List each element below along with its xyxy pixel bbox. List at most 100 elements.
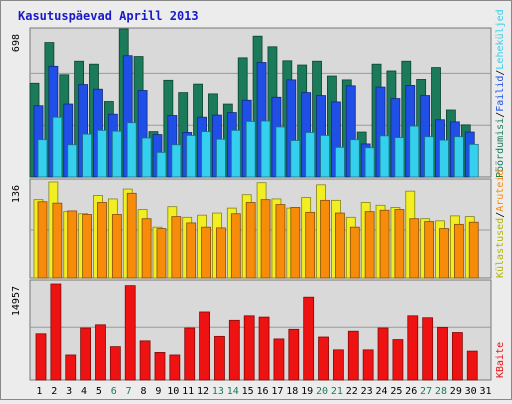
middle-bar-aruteid-day-15: [245, 202, 256, 279]
x-tick-label-day-10: 10: [167, 386, 179, 397]
middle-bar-aruteid-day-16: [260, 199, 271, 279]
x-tick-label-day-3: 3: [66, 386, 72, 397]
x-tick-label-day-15: 15: [242, 386, 254, 397]
x-tick-label-day-4: 4: [81, 386, 87, 397]
top-legend-entry-3: /: [495, 70, 506, 76]
bottom-bar-kbaite-day-15: [243, 315, 255, 381]
x-tick-label-day-14: 14: [227, 386, 239, 397]
top-bar-lehekljed-day-29: [453, 136, 464, 178]
middle-bar-aruteid-day-29: [453, 223, 464, 279]
middle-bar-aruteid-day-2: [52, 202, 63, 279]
top-bar-lehekljed-day-7: [126, 122, 137, 178]
middle-bar-aruteid-day-28: [439, 228, 449, 279]
bottom-bar-kbaite-day-10: [169, 354, 181, 381]
bottom-bar-kbaite-day-8: [139, 340, 151, 381]
top-legend-entry-4: Leheküljed: [495, 9, 506, 69]
x-tick-label-day-30: 30: [465, 386, 477, 397]
x-tick-label-day-9: 9: [155, 386, 161, 397]
top-bar-lehekljed-day-23: [364, 147, 375, 178]
x-tick-label-day-23: 23: [361, 386, 373, 397]
middle-y-max-label: 136: [11, 185, 22, 203]
bottom-bar-kbaite-day-19: [303, 296, 315, 381]
bottom-bar-kbaite-day-26: [407, 315, 419, 381]
top-bar-lehekljed-day-15: [245, 121, 256, 178]
top-bar-lehekljed-day-2: [52, 116, 63, 178]
top-y-max-label: 698: [11, 34, 22, 52]
bottom-bar-kbaite-day-12: [199, 311, 210, 381]
top-bar-lehekljed-day-27: [424, 136, 435, 178]
top-bar-lehekljed-day-20: [320, 135, 330, 178]
middle-bar-aruteid-day-26: [409, 218, 420, 279]
x-tick-label-day-11: 11: [182, 386, 194, 397]
x-tick-label-day-29: 29: [450, 386, 462, 397]
bottom-y-max-label: 14957: [11, 286, 22, 316]
middle-bar-aruteid-day-20: [320, 199, 330, 279]
top-bar-lehekljed-day-24: [379, 135, 390, 178]
middle-legend-entry-0: Külastused: [495, 218, 506, 278]
x-tick-label-day-31: 31: [480, 386, 492, 397]
bottom-bar-kbaite-day-16: [258, 316, 270, 381]
bottom-bar-kbaite-day-3: [65, 354, 77, 381]
middle-bar-aruteid-day-13: [216, 227, 226, 279]
x-tick-label-day-7: 7: [126, 386, 132, 397]
bottom-bar-kbaite-day-7: [124, 285, 136, 381]
x-tick-label-day-2: 2: [51, 386, 57, 397]
top-bar-lehekljed-day-30: [468, 143, 479, 178]
bottom-bar-kbaite-day-11: [184, 327, 196, 381]
x-tick-label-day-27: 27: [420, 386, 432, 397]
top-bar-lehekljed-day-8: [141, 137, 152, 178]
middle-bar-aruteid-day-17: [275, 204, 286, 279]
middle-bar-aruteid-day-3: [67, 210, 78, 279]
top-bar-lehekljed-day-12: [201, 131, 211, 178]
middle-right-legend: Külastused/Aruteid: [495, 170, 506, 278]
bottom-bar-kbaite-day-24: [377, 327, 389, 381]
top-legend-entry-0: Pöördumisi: [495, 118, 506, 178]
x-tick-label-day-22: 22: [346, 386, 358, 397]
top-bar-lehekljed-day-16: [260, 120, 271, 178]
top-bar-lehekljed-day-5: [97, 129, 107, 178]
x-tick-label-day-26: 26: [405, 386, 417, 397]
x-tick-label-day-18: 18: [286, 386, 298, 397]
bottom-bar-kbaite-day-4: [80, 327, 92, 381]
top-bar-lehekljed-day-19: [305, 132, 316, 178]
middle-bar-aruteid-day-25: [394, 209, 405, 279]
top-bar-lehekljed-day-10: [171, 144, 182, 178]
x-tick-label-day-1: 1: [36, 386, 42, 397]
top-bar-lehekljed-day-1: [37, 139, 48, 178]
x-axis-labels: 1 2 3 4 5 6 7 8 9 10 11 12 13 14 15 16 17 18 19 20 21 22 23 24 2…: [36, 386, 491, 397]
middle-bar-aruteid-day-24: [379, 209, 390, 279]
top-bar-lehekljed-day-28: [439, 139, 449, 178]
top-bar-lehekljed-day-4: [82, 133, 93, 178]
middle-bar-aruteid-day-4: [82, 214, 93, 279]
chart-title: Kasutuspäevad Aprill 2013: [18, 9, 199, 23]
middle-panel: 136: [11, 178, 492, 279]
middle-bar-aruteid-day-11: [186, 222, 197, 279]
x-tick-label-day-13: 13: [212, 386, 224, 397]
top-panel: 698: [11, 27, 492, 178]
bottom-bar-kbaite-day-23: [362, 349, 374, 381]
bottom-panel: 14957: [11, 279, 492, 381]
middle-bar-aruteid-day-21: [335, 212, 345, 279]
x-tick-label-day-28: 28: [435, 386, 447, 397]
bottom-bar-kbaite-day-22: [347, 330, 359, 381]
bottom-bar-kbaite-day-30: [466, 350, 478, 381]
bottom-bar-kbaite-day-18: [288, 328, 300, 381]
middle-bar-aruteid-day-8: [141, 218, 152, 279]
top-legend-entry-1: /: [495, 112, 506, 118]
bottom-bar-kbaite-day-25: [392, 339, 404, 381]
top-bar-lehekljed-day-18: [290, 140, 301, 178]
right-legends: Pöördumisi/Failid/LeheküljedKülastused/A…: [495, 9, 506, 378]
top-bar-lehekljed-day-26: [409, 125, 420, 178]
middle-bar-aruteid-day-14: [230, 213, 241, 279]
top-bar-lehekljed-day-13: [216, 138, 226, 178]
top-bar-lehekljed-day-21: [335, 146, 345, 178]
x-tick-label-day-6: 6: [111, 386, 117, 397]
top-bar-lehekljed-day-14: [230, 129, 241, 178]
x-tick-label-day-20: 20: [316, 386, 328, 397]
x-tick-label-day-5: 5: [96, 386, 102, 397]
middle-bar-aruteid-day-30: [468, 221, 479, 279]
bottom-bar-kbaite-day-17: [273, 338, 285, 381]
x-tick-label-day-16: 16: [256, 386, 268, 397]
middle-legend-entry-1: /: [495, 212, 506, 218]
